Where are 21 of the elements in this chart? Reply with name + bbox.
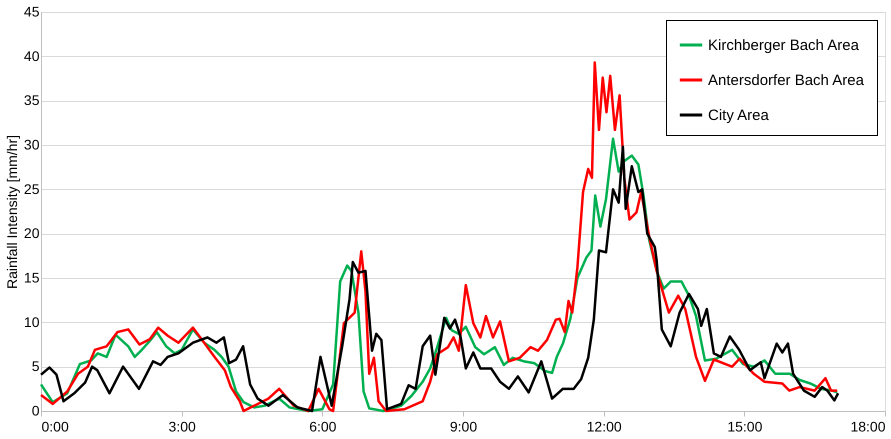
y-tick-label: 25 [24,180,40,197]
y-tick-label: 0 [32,402,40,418]
y-tick-label: 35 [24,92,40,108]
y-tick-label: 20 [24,225,40,242]
x-tick-label: 6:00 [309,418,337,434]
y-axis-title: Rainfall Intensity [mm/hr] [4,134,20,290]
y-tick-label: 30 [24,136,40,152]
legend-label: Antersdorfer Bach Area [708,72,865,89]
y-tick-label: 45 [24,4,40,20]
y-tick-label: 10 [24,314,40,330]
legend-label: City Area [708,107,770,124]
x-tick-label: 3:00 [168,418,196,434]
y-tick-label: 40 [24,48,40,64]
x-tick-label: 12:00 [586,418,622,434]
x-tick-label: 0:00 [42,418,69,434]
x-tick-label: 15:00 [727,418,763,434]
x-tick-label: 9:00 [450,418,478,434]
x-tick-label: 18:00 [850,418,886,434]
y-tick-label: 5 [32,358,40,374]
y-tick-label: 15 [24,270,40,286]
legend-label: Kirchberger Bach Area [708,37,860,54]
